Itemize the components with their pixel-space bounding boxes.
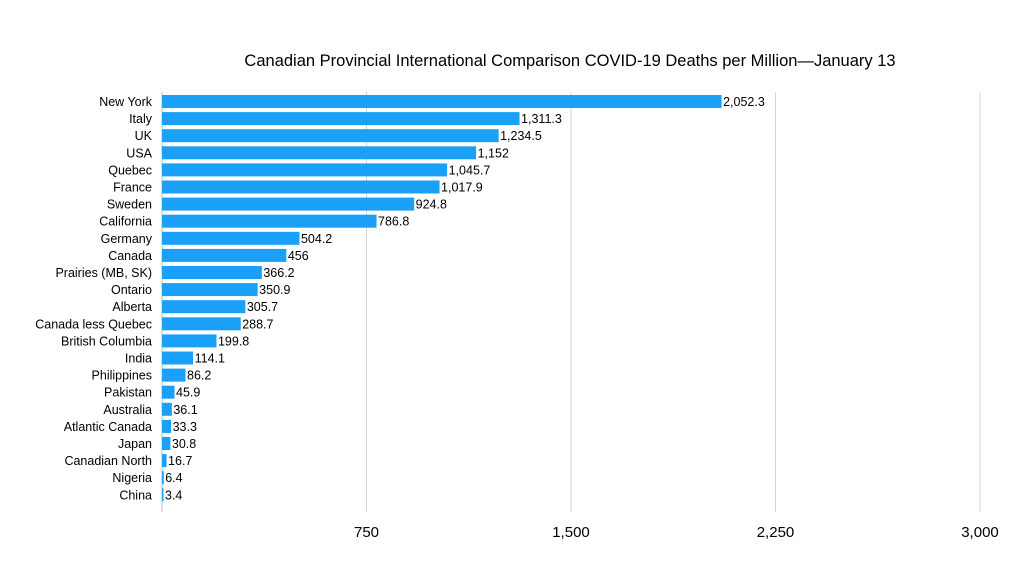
value-label-12: 305.7 — [247, 300, 278, 314]
category-label-8: Germany — [101, 232, 153, 246]
value-label-11: 350.9 — [259, 283, 290, 297]
category-label-4: Quebec — [108, 163, 152, 177]
category-label-5: France — [113, 181, 152, 195]
category-label-16: Philippines — [92, 369, 152, 383]
value-label-20: 30.8 — [172, 437, 196, 451]
category-label-12: Alberta — [112, 300, 152, 314]
value-label-15: 114.1 — [195, 352, 225, 366]
bar-3 — [162, 146, 477, 160]
bar-7 — [162, 214, 377, 228]
value-label-3: 1,152 — [478, 146, 509, 160]
x-tick-label-0: 750 — [354, 524, 379, 541]
bar-21 — [162, 454, 167, 468]
category-label-21: Canadian North — [64, 454, 152, 468]
value-label-16: 86.2 — [187, 369, 211, 383]
value-label-8: 504.2 — [301, 232, 332, 246]
category-label-14: British Columbia — [61, 334, 152, 348]
x-tick-label-1: 1,500 — [552, 524, 590, 541]
bar-10 — [162, 266, 262, 279]
value-label-9: 456 — [288, 249, 309, 263]
bar-6 — [162, 197, 415, 211]
value-label-21: 16.7 — [168, 454, 192, 468]
bar-17 — [162, 385, 175, 399]
value-label-14: 199.8 — [218, 334, 249, 348]
value-label-13: 288.7 — [242, 317, 273, 331]
category-label-0: New York — [99, 95, 153, 109]
bar-13 — [162, 317, 241, 331]
chart-title: Canadian Provincial International Compar… — [244, 52, 896, 70]
bar-12 — [162, 300, 246, 314]
bar-0 — [162, 95, 722, 108]
bar-4 — [162, 163, 448, 177]
value-label-18: 36.1 — [173, 403, 197, 417]
value-label-1: 1,311.3 — [521, 112, 562, 126]
bar-8 — [162, 231, 300, 245]
bar-14 — [162, 334, 217, 348]
bar-18 — [162, 402, 172, 416]
bar-22 — [162, 471, 164, 485]
value-label-23: 3.4 — [165, 488, 182, 502]
value-label-10: 366.2 — [263, 266, 294, 280]
category-label-22: Nigeria — [112, 471, 152, 485]
bar-16 — [162, 368, 186, 382]
value-label-2: 1,234.5 — [500, 129, 542, 143]
category-label-7: California — [99, 215, 152, 229]
category-label-2: UK — [135, 129, 153, 143]
bar-20 — [162, 437, 171, 450]
category-label-13: Canada less Quebec — [35, 317, 152, 331]
value-label-6: 924.8 — [416, 198, 447, 212]
bar-1 — [162, 112, 520, 126]
x-tick-label-2: 2,250 — [757, 524, 795, 541]
value-label-17: 45.9 — [176, 386, 200, 400]
x-tick-label-3: 3,000 — [961, 524, 999, 541]
category-label-1: Italy — [129, 112, 153, 126]
category-label-9: Canada — [108, 249, 152, 263]
bar-23 — [162, 488, 164, 502]
bar-15 — [162, 351, 194, 365]
category-label-17: Pakistan — [104, 386, 152, 400]
value-label-7: 786.8 — [378, 215, 409, 229]
bar-5 — [162, 180, 440, 194]
category-label-18: Australia — [103, 403, 152, 417]
category-label-19: Atlantic Canada — [64, 420, 152, 434]
value-label-22: 6.4 — [165, 471, 182, 485]
category-label-11: Ontario — [111, 283, 152, 297]
value-label-19: 33.3 — [173, 420, 197, 434]
bar-19 — [162, 419, 172, 433]
bar-9 — [162, 248, 287, 262]
category-label-23: China — [119, 488, 152, 502]
category-label-3: USA — [126, 146, 152, 160]
bar-11 — [162, 283, 258, 297]
category-label-20: Japan — [118, 437, 152, 451]
category-label-6: Sweden — [107, 198, 152, 212]
category-label-15: India — [125, 352, 152, 366]
category-label-10: Prairies (MB, SK) — [55, 266, 152, 280]
bar-2 — [162, 129, 499, 143]
value-label-5: 1,017.9 — [441, 181, 483, 195]
value-label-4: 1,045.7 — [449, 163, 491, 177]
value-label-0: 2,052.3 — [723, 95, 765, 109]
